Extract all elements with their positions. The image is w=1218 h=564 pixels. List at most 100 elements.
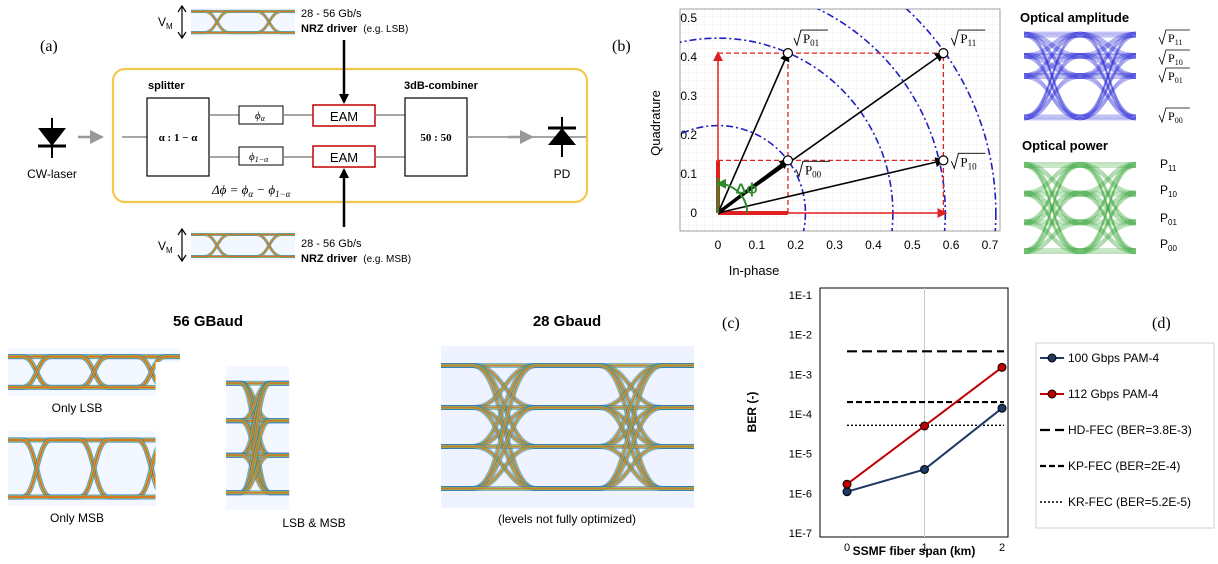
ber-point (920, 464, 929, 474)
eam-bottom-label: EAM (330, 150, 358, 165)
power-title: Optical power (1022, 138, 1108, 153)
vector-p10 (717, 157, 946, 214)
ber-point (842, 479, 852, 489)
panel-c: (c) 56 GBaud 28 Gbaud Only LSB Only MSB … (0, 313, 846, 530)
ber-xtick: 0 (844, 542, 850, 554)
top-driver-rate: 28 - 56 Gb/s (301, 8, 362, 20)
power-level-p01: P01 (1160, 211, 1177, 227)
constellation-xtick: 0.3 (826, 238, 843, 252)
amplitude-eye (1023, 31, 1137, 121)
title-56-gbaud: 56 GBaud (173, 313, 243, 330)
power-level-p00: P00 (1160, 237, 1177, 253)
panel-a: (a) VM 28 - 56 Gb/s NRZ driver (e.g. LSB)… (27, 4, 589, 265)
ber-point (997, 403, 1007, 413)
constellation-plot-area (679, 8, 1001, 232)
amplitude-title: Optical amplitude (1020, 10, 1129, 25)
delta-phi-formula: Δϕ = ϕα − ϕ1−α (211, 182, 291, 199)
constellation-ytick: 0.1 (680, 167, 697, 181)
amplitude-level-p10: P10 (1168, 51, 1183, 67)
bottom-eye-diagram (128, 227, 358, 264)
combiner-title: 3dB-combiner (404, 80, 479, 92)
top-vm-label: VM (158, 15, 173, 31)
panel-b: (b) 0 0.1 0.2 0.3 0.4 0.5 0.6 0.700.10.20.30.40… (612, 8, 1190, 278)
power-level-labels: P11 P10 P01 P00 (1160, 157, 1177, 253)
constellation-xlabel: In-phase (729, 263, 780, 278)
ber-legend: 100 Gbps PAM-4 112 Gbps PAM-4 HD-FEC (BER=… (1035, 342, 1215, 529)
splitter-box (146, 97, 210, 177)
splitter-ratio: α : 1 − α (159, 132, 199, 144)
ber-plot-area (819, 287, 1009, 538)
ber-xtick: 1 (921, 542, 927, 554)
panel-a-label: (a) (40, 38, 58, 55)
power-circle (905, 9, 997, 231)
ber-xlabel: SSMF fiber span (km) (853, 544, 976, 558)
ber-ytick: 1E-3 (789, 369, 812, 381)
power-eye (1023, 161, 1137, 255)
power-level-p11: P11 (1160, 157, 1177, 173)
amplitude-level-p01: P01 (1168, 69, 1183, 85)
amplitude-level-p11: P11 (1168, 31, 1182, 47)
constellation-point-p11 (938, 47, 949, 59)
ber-legend-entry: HD-FEC (BER=3.8E-3) (1068, 423, 1192, 437)
ber-ytick: 1E-2 (789, 330, 812, 342)
panel-c-label: (c) (722, 315, 740, 332)
bottom-driver-rate: 28 - 56 Gb/s (301, 238, 362, 250)
eye-28-gbaud (289, 342, 846, 512)
cw-laser-icon (38, 118, 66, 158)
panel-d: (d) 1E-7 1E-6 1E-5 1E-4 1E-3 1E-2 1E-1 0 1 2 BER … (745, 287, 1215, 558)
modulator-box (111, 67, 589, 204)
ber-point (997, 362, 1007, 372)
panel-b-label: (b) (612, 38, 631, 55)
constellation-ytick: 0.5 (680, 11, 697, 25)
photodiode-icon (548, 117, 576, 157)
label-28-note: (levels not fully optimized) (498, 512, 636, 526)
panel-d-label: (d) (1152, 315, 1171, 332)
pd-label: PD (554, 167, 571, 181)
bottom-vm-label: VM (158, 239, 173, 255)
ber-ytick: 1E-7 (789, 528, 812, 540)
constellation-label-p00: P00 (805, 162, 822, 179)
phase-shifter-bottom (238, 146, 284, 166)
constellation-xtick: 0.2 (787, 238, 804, 252)
ber-legend-entry: KR-FEC (BER=5.2E-5) (1068, 495, 1191, 509)
combiner-ratio: 50 : 50 (420, 132, 452, 144)
bottom-vm: VM (158, 227, 187, 263)
constellation-ytick: 0 (690, 206, 697, 220)
ber-legend-entry: KP-FEC (BER=2E-4) (1068, 459, 1180, 473)
constellation-xtick: 0.4 (865, 238, 882, 252)
label-only-msb: Only MSB (50, 511, 104, 525)
eam-top-label: EAM (330, 109, 358, 124)
bottom-driver-name: NRZ driver (e.g. MSB) (301, 253, 411, 265)
constellation-ytick: 0.4 (680, 50, 697, 64)
label-combined: LSB & MSB (282, 516, 345, 530)
constellation-xtick: 0.7 (982, 238, 999, 252)
constellation-xtick: 0.1 (749, 238, 766, 252)
amplitude-level-p00: P00 (1168, 109, 1183, 125)
ber-legend-entry: 100 Gbps PAM-4 (1068, 351, 1159, 365)
constellation-label-p10: P10 (960, 154, 977, 171)
constellation-label-p01: P01 (803, 31, 819, 48)
ber-ytick: 1E-1 (789, 290, 812, 302)
constellation-xtick: 0.5 (904, 238, 921, 252)
delta-phi-arc (716, 178, 749, 214)
ber-point (842, 487, 852, 497)
constellation-xtick: 0 (715, 238, 722, 252)
laser-label: CW-laser (27, 167, 77, 181)
constellation-plot: 0 0.1 0.2 0.3 0.4 0.5 0.6 0.700.10.20.30.40.5Δϕ… (680, 9, 999, 252)
ber-point (920, 421, 929, 431)
splitter-title: splitter (148, 80, 185, 92)
vector-p11 (717, 51, 946, 214)
ber-xtick: 2 (999, 542, 1005, 554)
ber-plot: 1E-7 1E-6 1E-5 1E-4 1E-3 1E-2 1E-1 0 1 2 (789, 288, 1007, 554)
phase-top-label: ϕα (255, 110, 266, 123)
constellation-ytick: 0.3 (680, 89, 697, 103)
ber-ytick: 1E-6 (789, 488, 812, 500)
constellation-xtick: 0.6 (943, 238, 960, 252)
title-28-gbaud: 28 Gbaud (533, 313, 601, 330)
constellation-point-p00 (782, 155, 794, 166)
constellation-ylabel: Quadrature (648, 90, 663, 156)
ber-legend-entry: 112 Gbps PAM-4 (1068, 387, 1159, 401)
eye-only-lsb (0, 344, 249, 400)
ber-ytick: 1E-4 (789, 409, 812, 421)
